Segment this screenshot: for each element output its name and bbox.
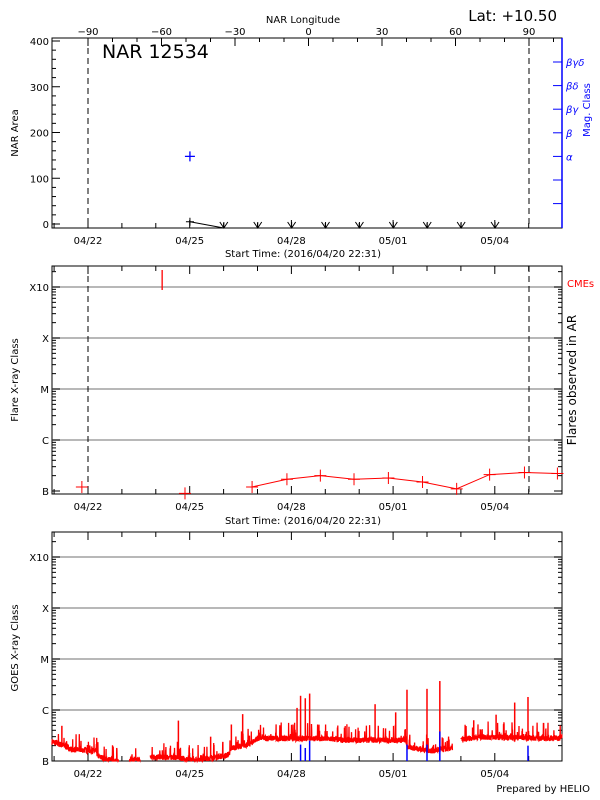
flare-point (246, 480, 259, 493)
y-tick-label-200: 200 (30, 129, 49, 140)
area-line (189, 221, 224, 229)
x-tick-label-05-04: 05/04 (480, 769, 509, 780)
y-tick-label-M: M (40, 385, 49, 396)
flare-point (382, 471, 395, 484)
area-point-below-arrow (456, 221, 466, 229)
y-tick-label-X: X (42, 334, 49, 345)
mag-class-label: βδ (565, 82, 579, 93)
x-tick-label-04-25: 04/25 (175, 502, 204, 513)
y-tick-label-400: 400 (30, 37, 49, 48)
x-tick-label-04-25: 04/25 (175, 769, 204, 780)
x-tick-label-04-22: 04/22 (74, 769, 103, 780)
mag-class-axis-title: Mag. Class (582, 83, 593, 137)
area-point-below-arrow (490, 221, 500, 229)
area-point-below-arrow (219, 221, 229, 229)
flares-observed-axis-title: Flares observed in AR (565, 315, 579, 445)
y-tick-label-X: X (42, 604, 49, 615)
x-tick-label-04-28: 04/28 (277, 769, 306, 780)
x-tick-label-04-28: 04/28 (277, 236, 306, 247)
longitude-tick-label: 60 (449, 27, 462, 38)
panel3-frame (51, 531, 563, 762)
flare-point (348, 473, 361, 486)
y-tick-label-0: 0 (43, 220, 49, 231)
x-tick-label-05-04: 05/04 (480, 502, 509, 513)
mag-class-label: α (566, 152, 573, 163)
area-point-below-arrow (253, 221, 263, 229)
area-point-below-arrow (422, 221, 432, 229)
y-tick-label-300: 300 (30, 83, 49, 94)
x-tick-label-04-22: 04/22 (74, 502, 103, 513)
flare-point (551, 467, 564, 480)
y-tick-label-100: 100 (30, 174, 49, 185)
mag-class-label: β (565, 129, 573, 140)
nar-area-axis-title: NAR Area (10, 109, 21, 156)
y-tick-label-C: C (42, 436, 49, 447)
mag-class-label: βγ (565, 105, 579, 116)
area-point-plus (185, 217, 194, 226)
prepared-by: Prepared by HELIO (496, 784, 590, 795)
y-tick-label-X10: X10 (29, 283, 49, 294)
area-point-below-arrow (287, 221, 297, 229)
flare-class-axis-title: Flare X-ray Class (10, 338, 21, 422)
longitude-tick-label: −60 (151, 27, 172, 38)
flare-point (518, 466, 531, 479)
longitude-tick-label: 90 (523, 27, 536, 38)
area-point-below-arrow (321, 221, 330, 229)
mag-class-point (184, 151, 195, 162)
y-tick-label-B: B (42, 487, 49, 498)
longitude-tick-label: −30 (224, 27, 245, 38)
cme-legend: CMEs (567, 279, 594, 290)
x-tick-label-04-28: 04/28 (277, 502, 306, 513)
y-tick-label-X10: X10 (29, 553, 49, 564)
panel1-frame (51, 37, 563, 229)
y-tick-label-C: C (42, 706, 49, 717)
longitude-axis-title: NAR Longitude (266, 15, 340, 26)
flare-point (483, 468, 496, 481)
longitude-tick-label: 0 (305, 27, 311, 38)
lat-label: Lat: +10.50 (468, 7, 557, 25)
flare-point (280, 473, 293, 486)
goes-class-axis-title: GOES X-ray Class (10, 604, 21, 691)
x-tick-label-05-01: 05/01 (379, 236, 408, 247)
flare-point (75, 480, 88, 493)
flare-point (314, 469, 327, 482)
x-tick-label-05-04: 05/04 (480, 236, 509, 247)
flare-line (251, 472, 558, 490)
x-tick-label-05-01: 05/01 (379, 769, 408, 780)
x-tick-label-04-22: 04/22 (74, 236, 103, 247)
area-point-below-arrow (388, 221, 398, 229)
area-point-below-arrow (355, 221, 364, 229)
x-tick-label-05-01: 05/01 (379, 502, 408, 513)
goes-flux-curve (51, 721, 563, 764)
y-tick-label-M: M (40, 655, 49, 666)
y-tick-label-B: B (42, 757, 49, 768)
longitude-tick-label: 30 (376, 27, 389, 38)
flare-point (416, 476, 429, 489)
x-tick-label-04-25: 04/25 (175, 236, 204, 247)
panel1-xlabel: Start Time: (2016/04/20 22:31) (225, 249, 381, 260)
nar-title: NAR 12534 (102, 41, 209, 63)
flare-point (178, 487, 191, 500)
panel2-frame (51, 265, 563, 495)
mag-class-label: βγδ (565, 58, 584, 69)
longitude-tick-label: −90 (77, 27, 98, 38)
panel2-xlabel: Start Time: (2016/04/20 22:31) (225, 516, 381, 527)
flare-point (450, 482, 463, 495)
